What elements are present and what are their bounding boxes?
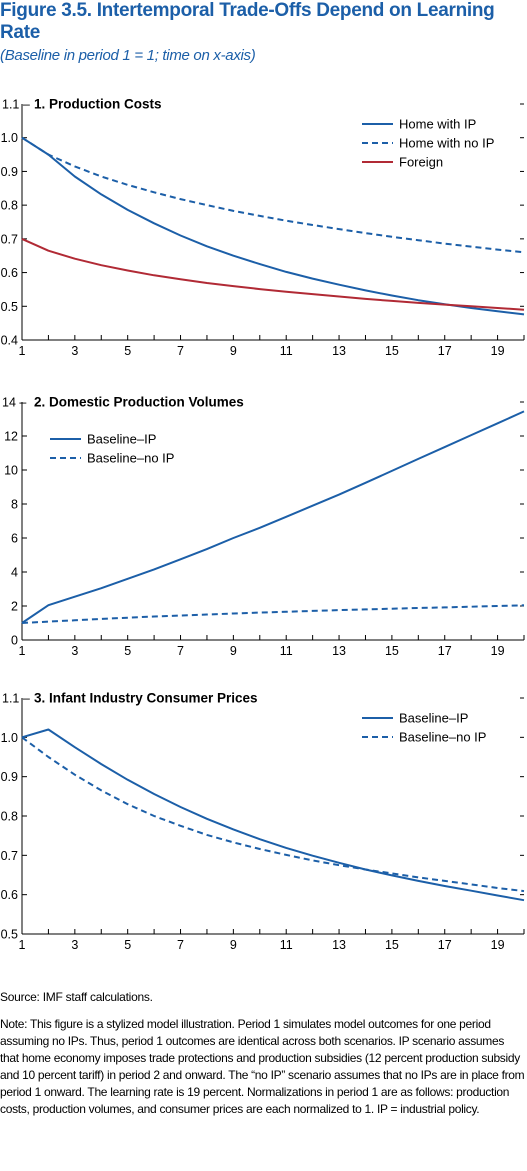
chart-0-x-tick-label: 7	[177, 344, 184, 358]
footnote: Note: This figure is a stylized model il…	[0, 1017, 525, 1116]
chart-0-series-line-1	[21, 136, 525, 254]
chart-2-x-tick-label: 5	[124, 938, 131, 952]
figure-title: Figure 3.5. Intertemporal Trade-Offs Dep…	[0, 0, 495, 43]
chart-1-x-tick-label: 3	[71, 644, 78, 658]
chart-2-series-line-1	[21, 736, 525, 893]
chart-0-y-tick-label: 1.0	[1, 131, 18, 145]
chart-0-x-tick-label: 5	[124, 344, 131, 358]
chart-1-series-line-1	[21, 604, 525, 624]
chart-1-panel-title: 2. Domestic Production Volumes	[34, 395, 244, 410]
chart-1-y-tick-label: 10	[4, 464, 18, 478]
chart-0-x-tick-label: 19	[491, 344, 505, 358]
chart-2-panel-title: 3. Infant Industry Consumer Prices	[34, 691, 258, 706]
chart-1-y-tick-label: 14 –	[2, 396, 26, 410]
chart-1-y-tick-label: 8	[11, 498, 18, 512]
chart-0-legend-label-1: Home with no IP	[399, 136, 494, 151]
chart-0-series-line-2	[21, 237, 525, 311]
chart-0-x-tick-label: 15	[385, 344, 399, 358]
chart-0-x-tick-label: 13	[332, 344, 346, 358]
chart-0-x-tick-label: 9	[230, 344, 237, 358]
chart-0-y-tick-label: 0.8	[1, 199, 18, 213]
chart-1-x-tick-label: 11	[280, 644, 293, 658]
chart-0-legend-label-0: Home with IP	[399, 117, 476, 132]
chart-2-x-tick-label: 19	[491, 938, 505, 952]
chart-2-legend-label-0: Baseline–IP	[399, 711, 468, 726]
chart-2-series-line-0	[21, 728, 525, 902]
chart-2-y-tick-label: 0.6	[1, 888, 18, 902]
chart-2-y-tick-label: 0.7	[1, 849, 18, 863]
chart-0-x-tick-label: 11	[280, 344, 293, 358]
chart-0-x-tick-label: 17	[438, 344, 452, 358]
production-volumes-chart: 0 2 4 6 8 10 12 14 – 2. Domestic Production Volu…	[2, 395, 525, 658]
source-note: Source: IMF staff calculations.	[0, 990, 153, 1004]
chart-2-x-tick-label: 1	[19, 938, 26, 952]
chart-1-x-tick-label: 1	[19, 644, 26, 658]
chart-1-y-tick-label: 0	[11, 634, 18, 648]
chart-1-x-tick-label: 7	[177, 644, 184, 658]
chart-2-y-tick-label: 0.5	[1, 928, 18, 942]
chart-1-x-tick-label: 5	[124, 644, 131, 658]
chart-2-x-tick-label: 17	[438, 938, 452, 952]
chart-0-y-tick-label: 0.9	[1, 165, 18, 179]
chart-0-y-tick-label: 1.1 –	[2, 98, 30, 112]
chart-0-x-tick-label: 3	[71, 344, 78, 358]
chart-1-legend-label-1: Baseline–no IP	[87, 451, 174, 466]
chart-1-y-tick-label: 12	[4, 430, 18, 444]
chart-2-x-tick-label: 13	[332, 938, 346, 952]
chart-2-x-tick-label: 9	[230, 938, 237, 952]
chart-1-series-line-0	[21, 410, 525, 624]
consumer-prices-chart: 0.5 0.6 0.7 0.8 0.9 1.0 1.1 – 3. Infant Industr…	[1, 691, 525, 952]
chart-1-y-tick-label: 4	[11, 566, 18, 580]
chart-0-panel-title: 1. Production Costs	[34, 97, 162, 112]
chart-2-x-tick-label: 15	[385, 938, 399, 952]
chart-1-x-tick-label: 13	[332, 644, 346, 658]
chart-1-x-tick-label: 19	[491, 644, 505, 658]
chart-1-x-tick-label: 9	[230, 644, 237, 658]
chart-2-y-tick-label: 0.9	[1, 770, 18, 784]
chart-0-y-tick-label: 0.5	[1, 300, 18, 314]
chart-1-y-tick-label: 6	[11, 532, 18, 546]
chart-0-series-line-0	[21, 136, 525, 316]
chart-0-y-tick-label: 0.6	[1, 266, 18, 280]
chart-2-y-tick-label: 1.1 –	[2, 692, 30, 706]
chart-2-x-tick-label: 3	[71, 938, 78, 952]
chart-2-x-tick-label: 11	[280, 938, 293, 952]
chart-0-legend-label-2: Foreign	[399, 155, 443, 170]
chart-2-legend-label-1: Baseline–no IP	[399, 730, 486, 745]
production-costs-chart: 0.4 0.5 0.6 0.7 0.8 0.9 1.0 1.1 – 1. Production …	[1, 97, 525, 358]
chart-2-y-tick-label: 1.0	[1, 731, 18, 745]
chart-2-x-tick-label: 7	[177, 938, 184, 952]
chart-0-y-tick-label: 0.7	[1, 232, 18, 246]
chart-1-x-tick-label: 17	[438, 644, 452, 658]
chart-2-y-tick-label: 0.8	[1, 810, 18, 824]
chart-1-x-tick-label: 15	[385, 644, 399, 658]
chart-0-x-tick-label: 1	[19, 344, 26, 358]
chart-1-legend-label-0: Baseline–IP	[87, 432, 156, 447]
chart-1-y-tick-label: 2	[11, 600, 18, 614]
chart-0-y-tick-label: 0.4	[1, 334, 18, 348]
figure-subtitle: (Baseline in period 1 = 1; time on x-axi…	[0, 47, 256, 64]
